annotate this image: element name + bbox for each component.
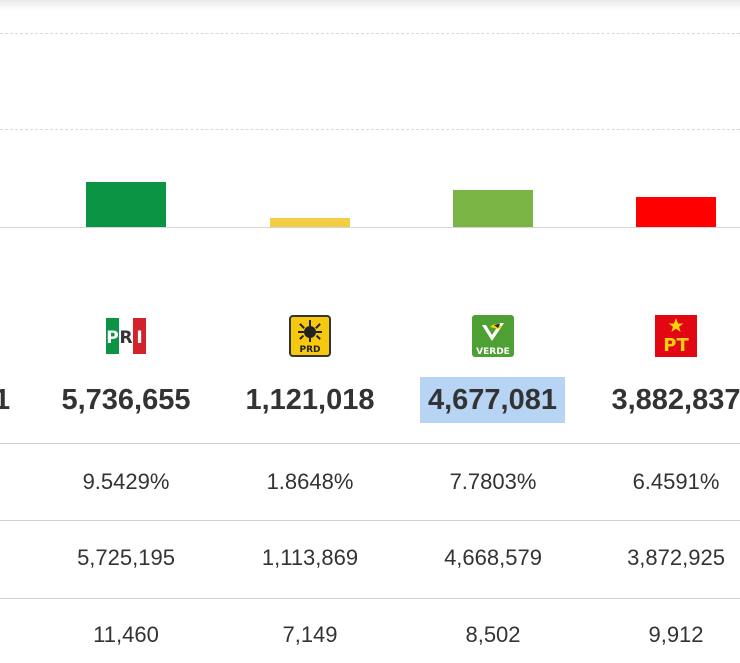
pt-percent: 6.4591% <box>632 469 720 494</box>
bar-prd[interactable] <box>270 218 350 227</box>
pt-row3: 9,912 <box>648 622 704 647</box>
pri-votes: 5,736,655 <box>61 384 191 416</box>
pt-row2: 3,872,925 <box>627 545 725 570</box>
prd-row3: 7,149 <box>282 622 338 647</box>
bar-verde[interactable] <box>453 190 533 227</box>
bar-pt[interactable] <box>636 197 716 227</box>
top-shadow <box>0 0 740 10</box>
chart-gridline <box>0 33 740 34</box>
chart-gridline <box>0 129 740 130</box>
verde-logo-icon: VERDE <box>472 315 514 357</box>
verde-row2: 4,668,579 <box>444 545 542 570</box>
partial-votes: 1 <box>0 384 10 416</box>
svg-text:P: P <box>106 328 118 348</box>
verde-row3: 8,502 <box>465 622 521 647</box>
row-divider <box>0 520 740 521</box>
pt-logo-icon: PT <box>655 315 697 357</box>
svg-text:R: R <box>119 328 132 348</box>
verde-percent: 7.7803% <box>449 469 537 494</box>
svg-text:I: I <box>136 328 142 348</box>
prd-percent: 1.8648% <box>266 469 354 494</box>
bar-pri[interactable] <box>86 182 166 227</box>
chart-baseline <box>0 227 740 228</box>
pt-votes: 3,882,837 <box>611 384 740 416</box>
svg-text:PT: PT <box>663 335 689 356</box>
prd-logo-icon: PRD <box>289 315 331 357</box>
verde-votes[interactable]: 4,677,081 <box>420 377 565 423</box>
row-divider <box>0 598 740 599</box>
row-divider <box>0 443 740 444</box>
pri-row2: 5,725,195 <box>77 545 175 570</box>
pri-row3: 11,460 <box>93 622 159 647</box>
prd-votes: 1,121,018 <box>245 384 375 416</box>
svg-text:PRD: PRD <box>300 345 321 355</box>
svg-text:VERDE: VERDE <box>476 347 510 357</box>
pri-percent: 9.5429% <box>82 469 170 494</box>
prd-row2: 1,113,869 <box>261 545 359 570</box>
pri-logo-icon: P R I <box>105 315 147 357</box>
